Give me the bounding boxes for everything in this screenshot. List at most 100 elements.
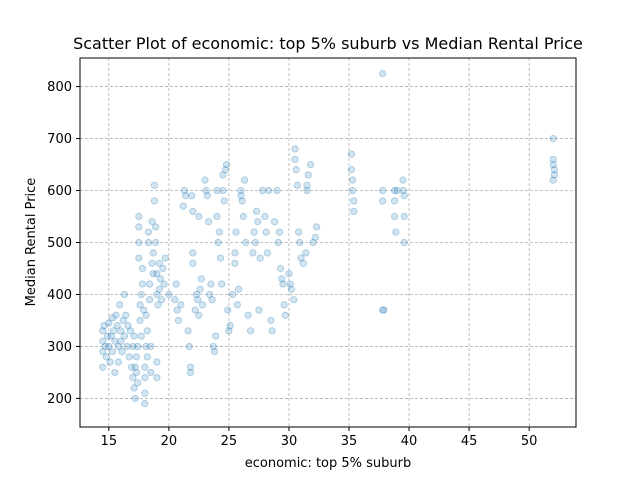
scatter-point bbox=[141, 363, 149, 371]
scatter-point bbox=[219, 171, 227, 179]
scatter-point bbox=[299, 259, 307, 267]
scatter-point bbox=[137, 290, 145, 299]
scatter-point bbox=[136, 316, 144, 325]
scatter-point bbox=[117, 337, 125, 345]
y-axis-label: Median Rental Price bbox=[24, 178, 39, 307]
scatter-point bbox=[400, 212, 408, 221]
scatter-point bbox=[293, 181, 301, 189]
scatter-point bbox=[188, 192, 196, 200]
scatter-point bbox=[140, 306, 148, 314]
scatter-point bbox=[231, 259, 239, 267]
scatter-point bbox=[118, 348, 126, 356]
scatter-point bbox=[120, 290, 129, 299]
scatter-point bbox=[213, 212, 221, 221]
x-tick-label: 20 bbox=[161, 434, 178, 449]
scatter-point bbox=[144, 238, 153, 247]
scatter-point bbox=[379, 306, 387, 314]
scatter-point bbox=[270, 218, 279, 226]
scatter-point bbox=[206, 290, 214, 299]
scatter-point bbox=[228, 290, 237, 299]
scatter-point bbox=[138, 264, 147, 273]
scatter-point bbox=[185, 342, 193, 351]
scatter-point bbox=[117, 327, 125, 335]
scatter-point bbox=[237, 192, 245, 200]
scatter-point bbox=[216, 254, 225, 262]
scatter-point bbox=[149, 249, 157, 257]
scatter-point bbox=[250, 228, 258, 236]
scatter-point bbox=[174, 316, 183, 325]
scatter-point bbox=[202, 186, 210, 195]
scatter-point bbox=[197, 275, 205, 283]
scatter-point bbox=[224, 306, 232, 314]
scatter-point bbox=[233, 301, 241, 309]
scatter-point bbox=[195, 311, 203, 319]
scatter-point bbox=[400, 192, 408, 200]
scatter-point bbox=[380, 306, 388, 314]
scatter-point bbox=[294, 228, 303, 236]
scatter-point bbox=[400, 238, 408, 247]
scatter-point bbox=[391, 186, 399, 195]
scatter-point bbox=[392, 228, 400, 236]
scatter-point bbox=[195, 212, 203, 221]
scatter-point bbox=[160, 280, 168, 288]
scatter-point bbox=[120, 332, 129, 340]
x-tick-label: 45 bbox=[461, 434, 478, 449]
scatter-point bbox=[262, 228, 270, 236]
scatter-point bbox=[399, 186, 407, 195]
scatter-point bbox=[131, 394, 139, 403]
scatter-point bbox=[549, 176, 557, 184]
scatter-point bbox=[240, 176, 249, 184]
scatter-point bbox=[207, 280, 215, 288]
scatter-point bbox=[399, 176, 407, 184]
x-tick-label: 50 bbox=[521, 434, 538, 449]
scatter-point bbox=[256, 254, 264, 262]
scatter-point bbox=[274, 238, 282, 247]
scatter-point bbox=[276, 264, 285, 273]
y-tick-label: 600 bbox=[47, 184, 72, 199]
scatter-point bbox=[549, 155, 557, 163]
scatter-point bbox=[218, 280, 226, 288]
scatter-point bbox=[244, 311, 252, 319]
x-tick-label: 30 bbox=[281, 434, 298, 449]
scatter-point bbox=[148, 259, 156, 267]
scatter-point bbox=[254, 218, 262, 226]
scatter-point bbox=[221, 166, 229, 174]
scatter-point bbox=[291, 155, 299, 163]
scatter-point bbox=[208, 296, 216, 304]
scatter-point bbox=[135, 223, 143, 231]
scatter-point bbox=[249, 249, 257, 257]
scatter-point bbox=[153, 290, 161, 299]
scatter-point bbox=[154, 301, 162, 309]
scatter-point bbox=[268, 327, 276, 335]
scatter-point bbox=[182, 192, 190, 200]
scatter-point bbox=[312, 223, 321, 231]
y-tick-label: 300 bbox=[47, 340, 72, 355]
scatter-point bbox=[142, 311, 150, 319]
y-axis-ticks: 200 300 400 500 600 700 800 bbox=[47, 80, 80, 407]
scatter-point bbox=[212, 332, 220, 340]
scatter-point bbox=[148, 218, 156, 226]
scatter-point bbox=[391, 197, 399, 205]
scatter-point bbox=[99, 348, 107, 356]
scatter-point bbox=[124, 322, 132, 330]
scatter-point bbox=[130, 384, 138, 392]
scatter-point bbox=[263, 249, 271, 257]
scatter-point bbox=[134, 342, 142, 351]
scatter-point bbox=[549, 134, 557, 143]
scatter-point bbox=[189, 207, 197, 215]
scatter-point bbox=[132, 368, 141, 377]
scatter-point bbox=[153, 374, 161, 382]
scatter-point bbox=[255, 306, 263, 314]
scatter-point bbox=[116, 301, 124, 309]
y-tick-label: 500 bbox=[47, 236, 72, 251]
scatter-point bbox=[303, 186, 311, 195]
scatter-point bbox=[141, 374, 149, 382]
scatter-point bbox=[215, 228, 223, 236]
scatter-point bbox=[550, 171, 558, 179]
scatter-point bbox=[143, 327, 151, 335]
scatter-point bbox=[136, 301, 144, 309]
scatter-point bbox=[349, 186, 357, 195]
x-axis-label: economic: top 5% suburb bbox=[245, 456, 412, 471]
scatter-point bbox=[194, 296, 202, 304]
x-axis-ticks: 15 20 25 30 35 40 45 50 bbox=[101, 427, 538, 449]
